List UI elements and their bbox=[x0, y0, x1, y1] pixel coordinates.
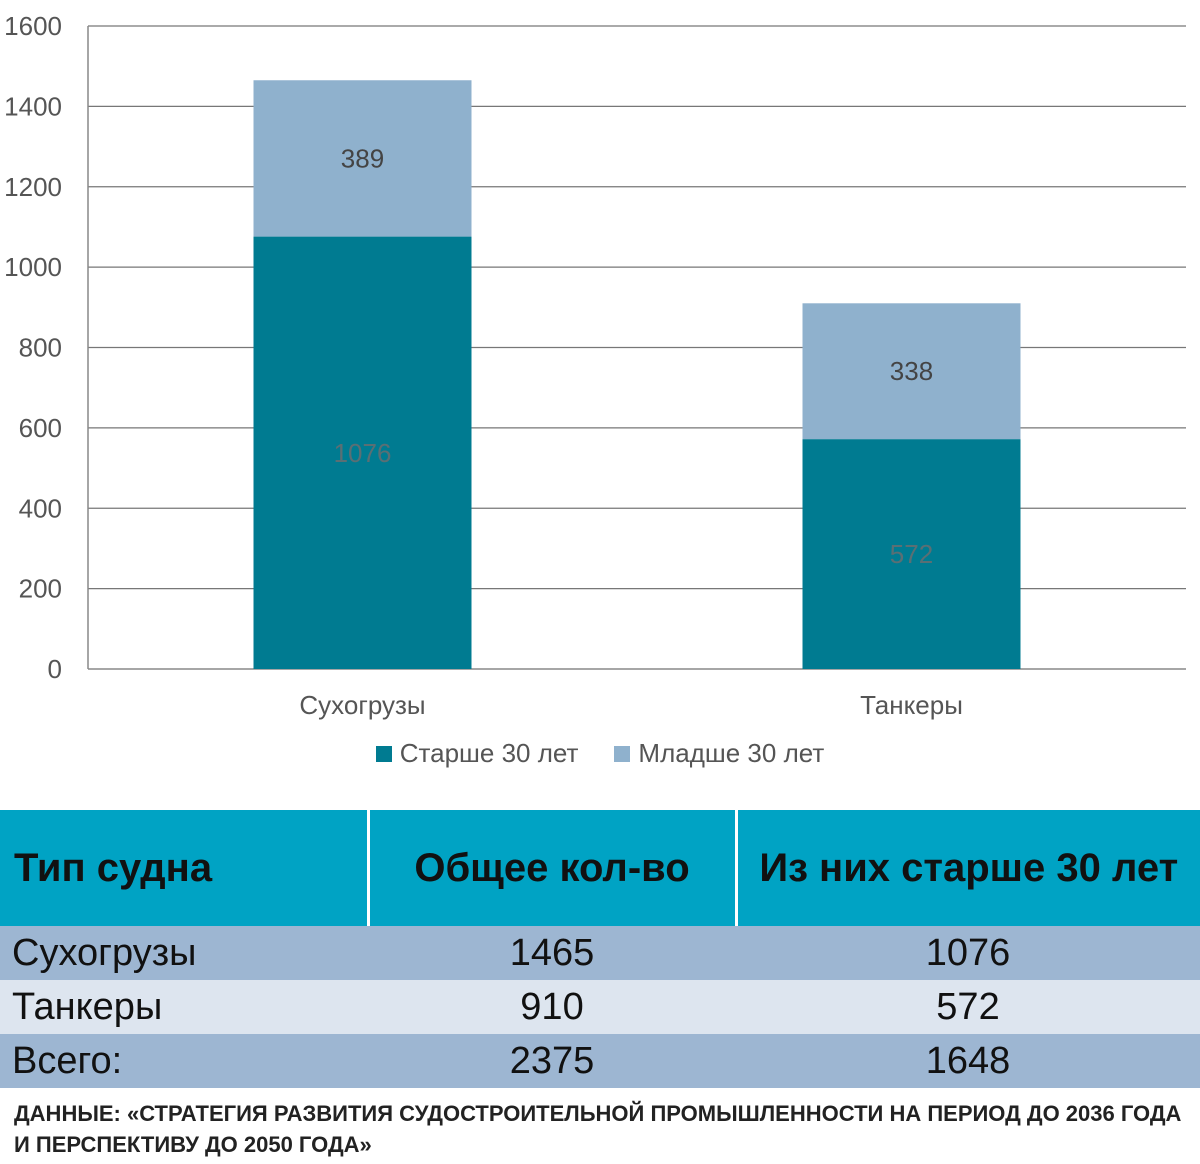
y-tick-label: 1200 bbox=[4, 172, 62, 202]
y-tick-label: 0 bbox=[48, 654, 62, 684]
y-tick-label: 400 bbox=[19, 493, 62, 523]
data-label: 338 bbox=[890, 356, 933, 386]
y-tick-label: 1600 bbox=[4, 11, 62, 41]
legend-label-younger: Младше 30 лет bbox=[638, 738, 825, 768]
cell-older: 1648 bbox=[736, 1034, 1200, 1088]
legend-item-older: Старше 30 лет bbox=[375, 738, 579, 769]
source-note: ДАННЫЕ: «СТРАТЕГИЯ РАЗВИТИЯ СУДОСТРОИТЕЛ… bbox=[14, 1101, 1182, 1157]
y-tick-label: 1400 bbox=[4, 91, 62, 121]
cell-total: 910 bbox=[368, 980, 736, 1034]
chart-legend: Старше 30 лет Младше 30 лет bbox=[0, 738, 1200, 769]
header-ship-type: Тип судна bbox=[0, 810, 370, 926]
y-tick-label: 1000 bbox=[4, 252, 62, 282]
x-category-label: Танкеры bbox=[860, 690, 963, 720]
summary-table: Тип судна Общее кол-во Из них старше 30 … bbox=[0, 810, 1200, 1088]
table-row: Танкеры 910 572 bbox=[0, 980, 1200, 1034]
table-row: Всего: 2375 1648 bbox=[0, 1034, 1200, 1088]
stacked-bar-chart: 0 200 400 600 800 1000 1200 1400 1600 1076 389 Сухо… bbox=[4, 11, 1186, 720]
cell-older: 1076 bbox=[736, 926, 1200, 980]
legend-swatch-younger bbox=[614, 745, 631, 762]
cell-total: 2375 bbox=[368, 1034, 736, 1088]
table-row: Сухогрузы 1465 1076 bbox=[0, 926, 1200, 980]
header-total-count: Общее кол-во bbox=[368, 810, 738, 926]
cell-type: Танкеры bbox=[0, 980, 368, 1034]
data-label: 389 bbox=[341, 143, 384, 173]
y-tick-label: 200 bbox=[19, 574, 62, 604]
cell-older: 572 bbox=[736, 980, 1200, 1034]
data-label: 1076 bbox=[334, 438, 392, 468]
cell-type: Сухогрузы bbox=[0, 926, 368, 980]
table-header-row: Тип судна Общее кол-во Из них старше 30 … bbox=[0, 810, 1200, 926]
bar-segment-older bbox=[802, 439, 1021, 669]
bar-segment-younger bbox=[802, 303, 1021, 440]
bar-segment-older bbox=[253, 236, 472, 669]
cell-type: Всего: bbox=[0, 1034, 368, 1088]
cell-total: 1465 bbox=[368, 926, 736, 980]
bar-segment-younger bbox=[253, 80, 472, 237]
legend-label-older: Старше 30 лет bbox=[399, 738, 579, 768]
header-older-30: Из них старше 30 лет bbox=[736, 810, 1200, 926]
y-tick-label: 800 bbox=[19, 333, 62, 363]
data-label: 572 bbox=[890, 539, 933, 569]
x-category-label: Сухогрузы bbox=[299, 690, 425, 720]
legend-item-younger: Младше 30 лет bbox=[614, 738, 824, 769]
y-tick-label: 600 bbox=[19, 413, 62, 443]
legend-swatch-older bbox=[375, 745, 392, 762]
